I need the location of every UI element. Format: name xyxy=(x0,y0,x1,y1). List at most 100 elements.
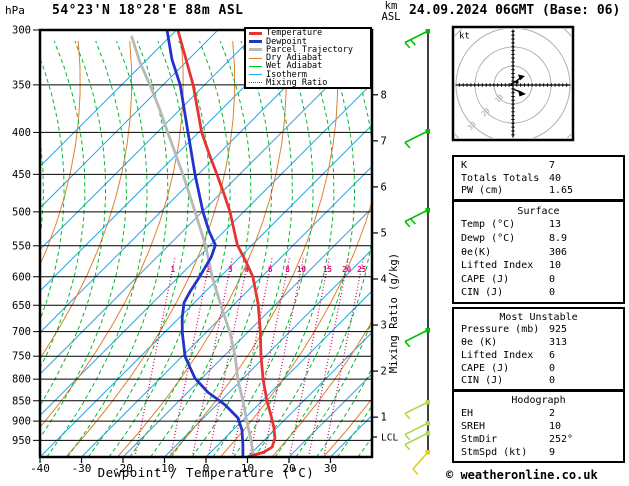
temp-tick-label: -10 xyxy=(155,462,175,475)
stat-value: 925 xyxy=(549,324,568,336)
stat-value: 6 xyxy=(549,349,556,361)
pressure-axis: 3003504004505005506006507007508008509009… xyxy=(12,25,398,476)
hodograph-ring-label: 20 xyxy=(480,107,492,119)
altitude-axis-unit: km ASL xyxy=(381,0,401,23)
stat-row: θe (K) 313 xyxy=(454,337,623,348)
legend-item: Wet Adiabat xyxy=(249,61,368,72)
temp-tick-label: -40 xyxy=(30,462,50,475)
km-tick-label: 6 xyxy=(381,181,387,193)
stat-value: 313 xyxy=(549,337,568,349)
chart-legend: Temperature Dewpoint Parcel Trajectory Dry … xyxy=(244,27,372,89)
mixing-ratio-value-label: 6 xyxy=(268,265,273,274)
stat-row: CAPE (J) 0 xyxy=(454,363,623,374)
mixing-ratio-value-label: 15 xyxy=(323,265,332,274)
pressure-tick-label: 550 xyxy=(12,240,31,252)
stat-row: StmSpd (kt) 9 xyxy=(454,447,623,458)
mixing-ratio-value-label: 8 xyxy=(285,265,290,274)
stat-row: Lifted Index 10 xyxy=(454,260,623,271)
stat-label: CIN (J) xyxy=(461,375,504,387)
legend-label: Wet Adiabat xyxy=(266,61,323,72)
parcel-trajectory-curve xyxy=(130,35,255,457)
wind-barb xyxy=(404,422,429,436)
stat-value: 1.65 xyxy=(549,185,574,197)
stat-label: StmSpd (kt) xyxy=(461,447,528,458)
legend-line-sample xyxy=(249,31,262,35)
hodograph-ring-label: 30 xyxy=(466,120,478,132)
legend-label: Dewpoint xyxy=(266,36,307,47)
wind-barb xyxy=(404,329,429,343)
legend-item: Dry Adiabat xyxy=(249,54,368,62)
background-line-families: 1 2 3 4 6 8 10 15 20 25 xyxy=(40,30,372,457)
stat-value: 7 xyxy=(549,159,556,171)
legend-line-sample xyxy=(249,40,262,43)
stat-row: CAPE (J) 0 xyxy=(454,274,623,285)
stat-value: 0 xyxy=(549,273,556,285)
legend-item: Isotherm xyxy=(249,70,368,79)
stat-label: CAPE (J) xyxy=(461,273,510,285)
pressure-tick-label: 750 xyxy=(12,351,31,363)
stat-row: EH 2 xyxy=(454,408,623,419)
stat-value: 252° xyxy=(549,434,574,445)
legend-item: Mixing Ratio xyxy=(249,79,368,87)
legend-line-sample xyxy=(249,82,262,84)
pressure-tick-label: 350 xyxy=(12,79,31,91)
wind-barb xyxy=(412,451,429,470)
stat-row: StmDir 252° xyxy=(454,434,623,445)
temperature-curve xyxy=(176,30,277,457)
pressure-tick-label: 300 xyxy=(12,25,31,37)
pressure-tick-label: 850 xyxy=(12,395,31,407)
mixing-ratio-axis-label: Mixing Ratio (g/kg) xyxy=(388,252,400,374)
stat-value: 13 xyxy=(549,219,562,231)
pressure-tick-label: 950 xyxy=(12,435,31,447)
copyright-credit: © weatheronline.co.uk xyxy=(446,468,598,482)
stat-label: Lifted Index xyxy=(461,260,534,272)
mixing-ratio-value-label: 2 xyxy=(206,265,211,274)
mixing-ratio-value-label: 4 xyxy=(244,265,249,274)
hodograph-panel-header: Hodograph xyxy=(511,395,566,406)
stat-label: Pressure (mb) xyxy=(461,324,540,336)
stat-label: K xyxy=(461,159,468,171)
mixing-ratio-value-label: 20 xyxy=(342,265,352,274)
temp-tick-label: -30 xyxy=(72,462,92,475)
surface-panel-header: Surface xyxy=(517,205,560,217)
stat-value: 9 xyxy=(549,447,556,458)
stat-label: EH xyxy=(461,408,474,419)
legend-line-sample xyxy=(249,57,262,59)
legend-item: Temperature xyxy=(249,29,368,38)
temp-tick-label: 30 xyxy=(324,462,337,475)
stat-row: Temp (°C) 13 xyxy=(454,219,623,230)
km-tick-label: 5 xyxy=(381,227,387,239)
pressure-tick-label: 450 xyxy=(12,169,31,181)
temp-tick-label: -20 xyxy=(113,462,133,475)
stat-row: CIN (J) 0 xyxy=(454,375,623,386)
pressure-tick-label: 650 xyxy=(12,300,31,312)
surface-panel: Surface Temp (°C) 13 Dewp (°C) 8.9 θe(K) 306 L… xyxy=(452,200,625,304)
stat-label: θe(K) xyxy=(461,246,492,258)
most-unstable-panel-header: Most Unstable xyxy=(499,311,578,323)
temp-tick-label: 10 xyxy=(241,462,254,475)
km-tick-label: 2 xyxy=(381,366,387,378)
stat-row: Dewp (°C) 8.9 xyxy=(454,233,623,244)
stat-label: CAPE (J) xyxy=(461,362,510,374)
mixing-ratio-value-label: 3 xyxy=(228,265,233,274)
wind-barb xyxy=(404,209,429,223)
stat-label: Dewp (°C) xyxy=(461,232,516,244)
legend-line-sample xyxy=(249,65,262,67)
stat-row: CIN (J) 0 xyxy=(454,287,623,298)
stat-row: Pressure (mb) 925 xyxy=(454,324,623,335)
x-axis-label: Dewpoint / Temperature (°C) xyxy=(97,465,315,480)
most-unstable-panel: Most Unstable Pressure (mb) 925 θe (K) 313 L… xyxy=(452,307,625,391)
legend-item: Dewpoint xyxy=(249,36,368,47)
stat-label: SREH xyxy=(461,421,486,432)
legend-line-sample xyxy=(249,74,262,75)
stat-value: 8.9 xyxy=(549,232,568,244)
legend-line-sample xyxy=(249,48,262,52)
mixing-ratio-value-label: 25 xyxy=(357,265,366,274)
wind-barb xyxy=(404,130,429,144)
km-tick-label: 4 xyxy=(381,273,387,285)
stat-row: Totals Totals 40 xyxy=(454,173,623,184)
km-tick-label: 3 xyxy=(381,320,387,332)
stat-value: 0 xyxy=(549,375,556,387)
